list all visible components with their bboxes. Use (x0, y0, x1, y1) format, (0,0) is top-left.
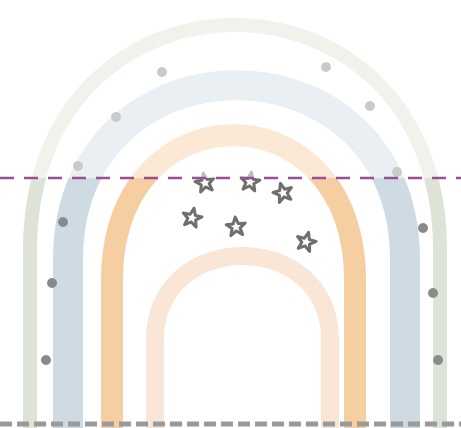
dot (47, 278, 57, 288)
dot (418, 223, 428, 233)
fade-overlay (0, 0, 461, 178)
dot (58, 217, 68, 227)
dot (41, 355, 51, 365)
peach-arch (146, 247, 339, 428)
dot (428, 288, 438, 298)
dot (433, 355, 443, 365)
